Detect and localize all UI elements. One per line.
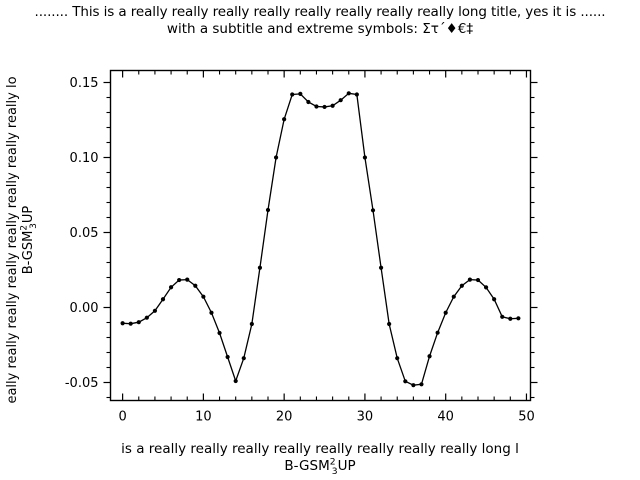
data-point: [451, 294, 456, 299]
chart-title: ........ This is a really really really …: [34, 4, 606, 20]
x-tick-label: 50: [518, 410, 535, 425]
axes-group: [103, 69, 538, 402]
data-point: [427, 354, 432, 359]
x-tick-label: 10: [195, 410, 212, 425]
data-point: [290, 92, 295, 97]
data-point: [193, 283, 198, 288]
data-point: [249, 321, 254, 327]
data-point: [338, 98, 343, 103]
x-axis-label-line2: B-GSM23UP: [0, 456, 640, 477]
data-series-markers: [120, 91, 521, 388]
data-point: [411, 383, 416, 388]
data-point: [314, 104, 319, 109]
data-point: [378, 265, 384, 270]
data-point: [362, 155, 368, 160]
data-point: [419, 382, 424, 387]
x-tick-label: 40: [437, 410, 454, 425]
data-point: [443, 310, 448, 315]
data-point: [435, 330, 440, 335]
y-tick-label: 0.10: [70, 151, 99, 166]
data-point: [298, 91, 303, 96]
y-tick-label: -0.05: [65, 376, 99, 391]
data-point: [459, 283, 464, 288]
y-tick-label: 0.00: [70, 301, 99, 316]
data-point: [475, 277, 481, 283]
data-point: [370, 208, 376, 213]
x-tick-label: 0: [118, 410, 126, 425]
y-tick-label: 0.05: [70, 226, 99, 241]
data-point: [306, 99, 311, 105]
data-point: [136, 320, 141, 325]
chart-title-block: ........ This is a really really really …: [0, 4, 640, 38]
data-point: [492, 297, 497, 302]
data-point: [508, 316, 513, 321]
x-axis-label-line2-sup: 2: [329, 456, 336, 468]
data-point: [209, 310, 214, 315]
data-point: [346, 91, 351, 96]
data-point: [168, 285, 174, 290]
data-point: [322, 104, 327, 110]
data-point: [516, 316, 521, 321]
data-point: [225, 354, 230, 360]
data-point: [152, 308, 158, 313]
data-point: [330, 103, 335, 108]
tick-labels-group: 0 10 20 30 40 50 -0.05 0.00 0.05 0.10 0.15: [65, 76, 535, 425]
data-point: [467, 277, 473, 282]
data-point: [403, 379, 408, 384]
data-point: [395, 356, 400, 361]
data-point: [483, 285, 489, 290]
x-axis-label-line1: is a really really really really really …: [121, 441, 519, 457]
data-point: [500, 314, 505, 319]
y-tick-label: 0.15: [70, 76, 99, 91]
data-point: [201, 294, 206, 299]
data-point: [120, 321, 125, 326]
data-point: [217, 330, 222, 336]
x-axis-label: is a really really really really really …: [0, 441, 640, 477]
x-tick-label: 30: [357, 410, 374, 425]
data-point: [387, 321, 392, 327]
data-point: [354, 92, 359, 97]
data-point: [185, 277, 190, 282]
data-point: [265, 207, 271, 213]
data-point: [160, 297, 166, 302]
data-point: [282, 117, 287, 122]
x-tick-label: 20: [276, 410, 293, 425]
data-point: [233, 378, 238, 384]
chart-subtitle: with a subtitle and extreme symbols: Στ´…: [166, 21, 474, 37]
x-axis-label-line2-suffix: UP: [337, 458, 356, 474]
x-axis-label-line2-sub: 3: [331, 465, 338, 477]
data-point: [241, 356, 246, 361]
x-axis-label-line2-prefix: B-GSM: [284, 458, 330, 474]
data-point: [177, 277, 182, 283]
data-point: [273, 155, 279, 160]
data-point: [144, 315, 149, 320]
data-point: [257, 265, 263, 270]
data-point: [128, 321, 133, 326]
